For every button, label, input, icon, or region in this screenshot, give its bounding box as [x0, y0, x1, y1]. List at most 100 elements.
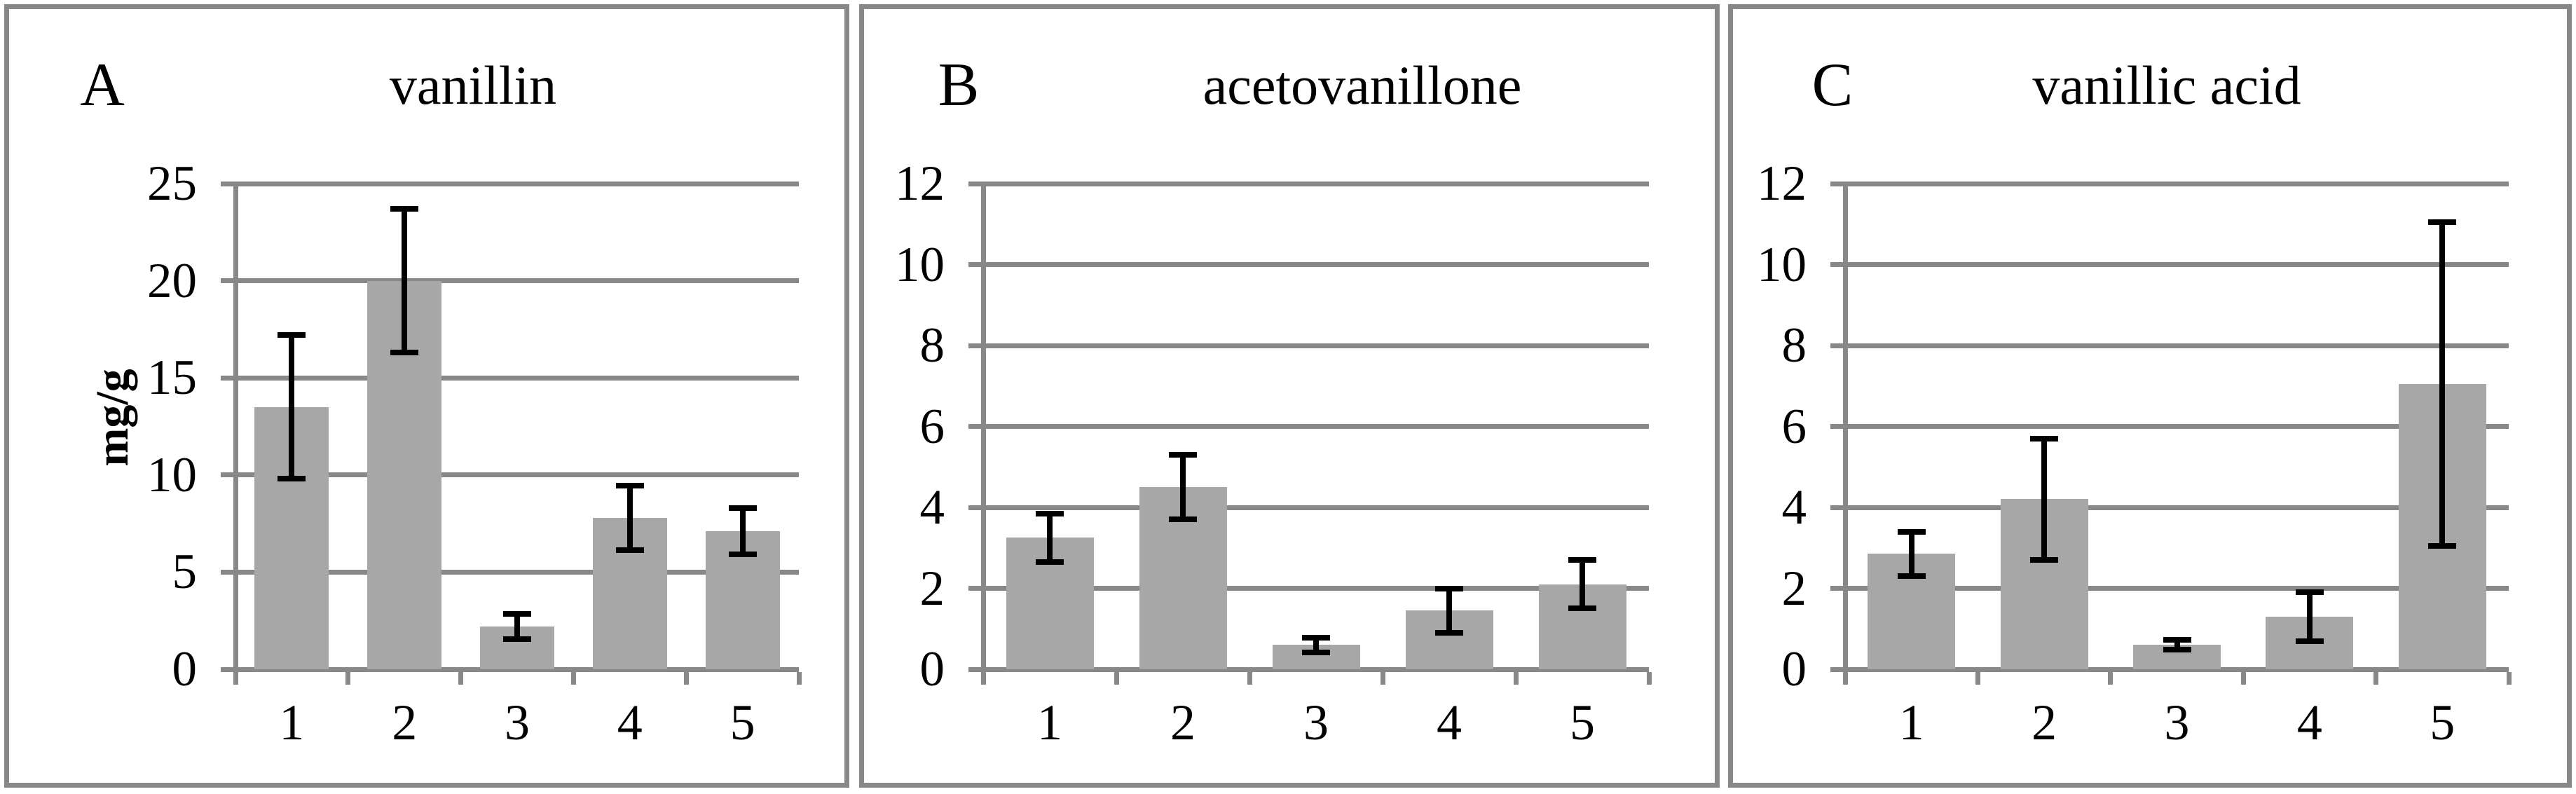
x-tick-label: 4 [2296, 694, 2322, 751]
x-tick-label: 5 [729, 694, 755, 751]
y-tick-label: 8 [919, 318, 945, 373]
y-tick-label: 20 [147, 253, 197, 308]
error-bar-stroke [514, 613, 520, 640]
error-bar-stroke [1313, 637, 1319, 652]
x-axis-line [1830, 666, 2509, 672]
error-bar-cap-top [2030, 435, 2059, 442]
chart-panel-vanillin: A vanillin mg/g 0 5 10 15 20 25 1 2 3 4 5 [4, 4, 849, 788]
x-tick-label: 5 [2430, 694, 2455, 751]
panel-letter-a: A [80, 51, 125, 119]
x-tick-label: 5 [1570, 694, 1595, 751]
error-bar-cap-bottom [2295, 638, 2324, 644]
y-tick-label: 15 [147, 350, 197, 406]
x-tick-label: 1 [1898, 694, 1924, 751]
x-tick-label: 2 [392, 694, 418, 751]
x-axis-tick [1842, 671, 1848, 685]
x-axis-tick [1114, 671, 1119, 685]
gridline [968, 262, 1649, 267]
gridline [1830, 424, 2509, 429]
x-tick-label: 1 [1037, 694, 1062, 751]
y-tick-label: 25 [147, 156, 197, 211]
error-bar-cap-bottom [278, 476, 306, 482]
y-tick-label: 10 [1757, 237, 1807, 292]
y-tick-label: 12 [895, 156, 945, 211]
x-axis-tick [570, 671, 576, 685]
y-tick-label: 8 [1781, 318, 1807, 373]
error-bar-cap-bottom [1897, 573, 1926, 580]
x-axis-tick [458, 671, 464, 685]
x-axis-tick [1975, 671, 1980, 685]
x-axis-tick [2373, 671, 2379, 685]
x-axis-tick [1513, 671, 1519, 685]
gridline [221, 278, 799, 284]
x-tick-label: 4 [1437, 694, 1462, 751]
error-bar-cap-top [2163, 637, 2191, 643]
error-bar-cap-top [2428, 219, 2457, 225]
x-tick-label: 1 [279, 694, 305, 751]
x-axis-tick [1380, 671, 1385, 685]
error-bar-cap-bottom [503, 636, 531, 643]
gridline [968, 181, 1649, 186]
x-axis-line [221, 666, 799, 672]
error-bar-cap-bottom [1435, 630, 1463, 636]
gridline [221, 181, 799, 186]
error-bar-stroke [1047, 513, 1053, 562]
error-bar-cap-top [390, 206, 419, 212]
error-bar-cap-bottom [728, 552, 757, 558]
gridline [221, 569, 799, 575]
error-bar-cap-top [503, 610, 531, 617]
y-tick-label: 6 [919, 399, 945, 454]
x-axis-tick [683, 671, 689, 685]
error-bar-stroke [2439, 221, 2446, 546]
x-axis-line [968, 666, 1649, 672]
x-axis-tick [2108, 671, 2113, 685]
gridline [1830, 586, 2509, 591]
y-axis-line [980, 181, 986, 683]
gridline [1830, 343, 2509, 348]
error-bar-cap-top [1897, 528, 1926, 535]
x-tick-label: 4 [617, 694, 643, 751]
y-tick-label: 4 [919, 480, 945, 535]
y-tick-label: 5 [172, 545, 198, 600]
error-bar-stroke [2306, 592, 2313, 641]
x-axis-tick [233, 671, 238, 685]
x-axis-tick [2240, 671, 2246, 685]
error-bar-stroke [1908, 531, 1914, 577]
y-tick-label: 0 [919, 642, 945, 697]
gridline [968, 424, 1649, 429]
gridline [1830, 505, 2509, 510]
x-axis-tick [1247, 671, 1252, 685]
gridline [221, 472, 799, 478]
error-bar-cap-top [1568, 557, 1596, 563]
x-tick-label: 2 [2032, 694, 2057, 751]
error-bar-stroke [2041, 438, 2048, 561]
panel-inner: A vanillin mg/g 0 5 10 15 20 25 1 2 3 4 5 [9, 9, 844, 783]
x-tick-label: 3 [1303, 694, 1329, 751]
y-tick-label: 12 [1757, 156, 1807, 211]
error-bar-cap-bottom [1302, 649, 1330, 655]
y-axis-line [233, 181, 238, 683]
error-bar-cap-bottom [1568, 605, 1596, 612]
error-bar-stroke [289, 335, 295, 479]
panel-letter-b: B [938, 51, 980, 119]
error-bar-cap-bottom [615, 547, 644, 553]
chart-title-vanillic-acid: vanillic acid [2032, 55, 2301, 116]
error-bar-cap-bottom [2163, 647, 2191, 653]
error-bar-cap-bottom [2030, 557, 2059, 563]
x-axis-tick [980, 671, 986, 685]
error-bar-cap-top [278, 332, 306, 338]
gridline [221, 375, 799, 381]
error-bar-cap-top [2295, 589, 2324, 596]
panel-inner: C vanillic acid 0 2 4 6 8 10 12 1 2 3 4 5 [1733, 9, 2567, 783]
y-tick-label: 0 [172, 642, 198, 697]
error-bar-cap-top [1169, 451, 1197, 458]
error-bar-cap-top [1302, 634, 1330, 641]
error-bar-stroke [1580, 560, 1585, 609]
chart-panel-vanillic-acid: C vanillic acid 0 2 4 6 8 10 12 1 2 3 4 5 [1728, 4, 2572, 788]
error-bar-cap-top [615, 483, 644, 489]
error-bar-stroke [2174, 640, 2180, 650]
gridline [968, 343, 1649, 348]
error-bar-cap-bottom [390, 350, 419, 356]
y-tick-label: 10 [147, 447, 197, 502]
